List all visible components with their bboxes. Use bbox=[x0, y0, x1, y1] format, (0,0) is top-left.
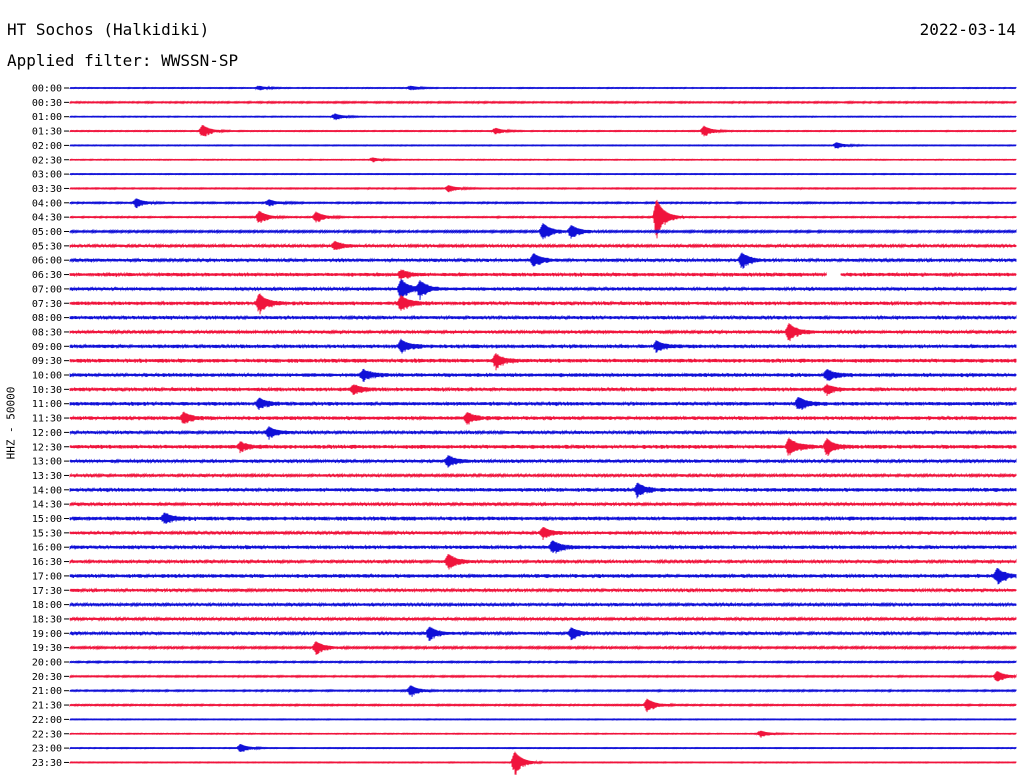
time-tick-label: 21:00 bbox=[32, 686, 62, 697]
time-tick-label: 11:00 bbox=[32, 399, 62, 410]
time-tick-label: 20:30 bbox=[32, 672, 62, 683]
time-tick-label: 16:00 bbox=[32, 543, 62, 554]
time-tick-label: 19:30 bbox=[32, 643, 62, 654]
time-tick-label: 12:00 bbox=[32, 428, 62, 439]
date-label: 2022-03-14 bbox=[919, 20, 1016, 39]
time-tick-label: 01:00 bbox=[32, 112, 62, 123]
filter-subtitle: Applied filter: WWSSN-SP bbox=[7, 51, 239, 70]
time-tick-label: 03:30 bbox=[32, 184, 62, 195]
time-tick-label: 18:30 bbox=[32, 614, 62, 625]
time-tick-label: 00:00 bbox=[32, 84, 62, 95]
time-tick-label: 14:30 bbox=[32, 500, 62, 511]
time-tick-label: 05:00 bbox=[32, 227, 62, 238]
time-tick-label: 08:00 bbox=[32, 313, 62, 324]
time-tick-label: 18:00 bbox=[32, 600, 62, 611]
time-tick-label: 10:00 bbox=[32, 371, 62, 382]
time-tick-label: 15:30 bbox=[32, 528, 62, 539]
time-tick-label: 11:30 bbox=[32, 414, 62, 425]
time-tick-label: 10:30 bbox=[32, 385, 62, 396]
time-tick-label: 00:30 bbox=[32, 98, 62, 109]
time-tick-label: 23:30 bbox=[32, 758, 62, 769]
time-tick-label: 03:00 bbox=[32, 170, 62, 181]
time-tick-label: 22:30 bbox=[32, 729, 62, 740]
time-tick-label: 07:30 bbox=[32, 299, 62, 310]
time-tick-label: 16:30 bbox=[32, 557, 62, 568]
time-tick-label: 20:00 bbox=[32, 658, 62, 669]
time-tick-label: 01:30 bbox=[32, 127, 62, 138]
time-tick-label: 12:30 bbox=[32, 442, 62, 453]
time-tick-label: 14:00 bbox=[32, 485, 62, 496]
time-tick-label: 05:30 bbox=[32, 241, 62, 252]
time-tick-label: 15:00 bbox=[32, 514, 62, 525]
time-tick-label: 23:00 bbox=[32, 744, 62, 755]
trace-row-0700 bbox=[69, 279, 1017, 301]
time-tick-label: 13:30 bbox=[32, 471, 62, 482]
time-tick-label: 04:30 bbox=[32, 213, 62, 224]
time-tick-label: 19:00 bbox=[32, 629, 62, 640]
time-tick-label: 08:30 bbox=[32, 327, 62, 338]
time-tick-label: 07:00 bbox=[32, 284, 62, 295]
time-tick-label: 06:00 bbox=[32, 256, 62, 267]
time-tick-label: 17:30 bbox=[32, 586, 62, 597]
time-tick-label: 09:30 bbox=[32, 356, 62, 367]
station-title: HT Sochos (Halkidiki) bbox=[7, 20, 210, 39]
time-tick-label: 02:00 bbox=[32, 141, 62, 152]
time-tick-label: 17:00 bbox=[32, 571, 62, 582]
time-tick-label: 04:00 bbox=[32, 198, 62, 209]
time-tick-label: 02:30 bbox=[32, 155, 62, 166]
trace-row-0930 bbox=[69, 353, 1017, 371]
time-tick-label: 09:00 bbox=[32, 342, 62, 353]
time-tick-label: 13:00 bbox=[32, 457, 62, 468]
time-tick-label: 06:30 bbox=[32, 270, 62, 281]
time-tick-label: 22:00 bbox=[32, 715, 62, 726]
time-tick-label: 21:30 bbox=[32, 701, 62, 712]
